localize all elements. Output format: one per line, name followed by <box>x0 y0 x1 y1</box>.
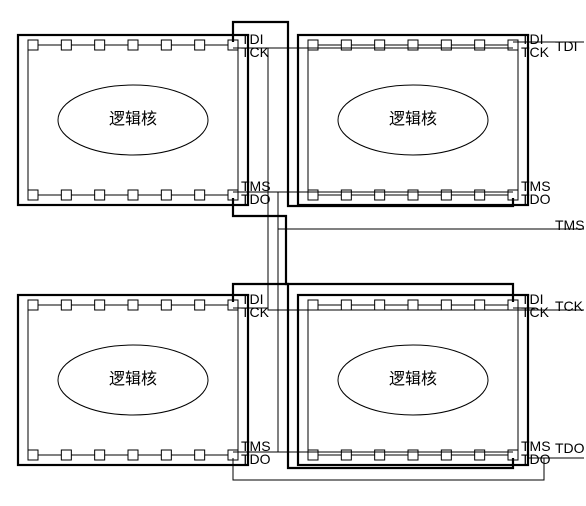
pad <box>441 300 451 310</box>
pad <box>195 300 205 310</box>
svg-text:TDO: TDO <box>521 191 551 207</box>
pad <box>28 300 38 310</box>
svg-text:TCK: TCK <box>241 304 270 320</box>
ext-label-tdi: TDI <box>555 38 578 54</box>
pad <box>408 300 418 310</box>
pad <box>308 300 318 310</box>
pad <box>61 190 71 200</box>
pad <box>61 40 71 50</box>
pad <box>128 450 138 460</box>
pad <box>161 300 171 310</box>
pad <box>95 300 105 310</box>
svg-text:TDO: TDO <box>241 191 271 207</box>
pad <box>375 300 385 310</box>
ext-label-tdo: TDO <box>555 440 585 456</box>
pad <box>95 190 105 200</box>
svg-text:逻辑核: 逻辑核 <box>109 110 157 128</box>
svg-text:TCK: TCK <box>521 44 550 60</box>
pad <box>128 40 138 50</box>
pad <box>28 450 38 460</box>
pad <box>61 300 71 310</box>
pad <box>195 190 205 200</box>
module-B: 逻辑核TDITCKTMSTDO <box>298 31 551 207</box>
svg-text:TCK: TCK <box>521 304 550 320</box>
svg-text:逻辑核: 逻辑核 <box>389 110 437 128</box>
ext-label-tck: TCK <box>555 298 584 314</box>
pad <box>195 40 205 50</box>
pad <box>61 450 71 460</box>
svg-text:TCK: TCK <box>241 44 270 60</box>
svg-text:TDO: TDO <box>241 451 271 467</box>
ext-label-tms: TMS <box>555 217 585 233</box>
pad <box>128 300 138 310</box>
pad <box>195 450 205 460</box>
svg-text:逻辑核: 逻辑核 <box>389 370 437 388</box>
pad <box>161 40 171 50</box>
svg-text:逻辑核: 逻辑核 <box>109 370 157 388</box>
pad <box>161 190 171 200</box>
module-C: 逻辑核TDITCKTMSTDO <box>18 291 271 467</box>
pad <box>95 40 105 50</box>
pad <box>475 300 485 310</box>
module-D: 逻辑核TDITCKTMSTDO <box>298 291 551 467</box>
pad <box>28 40 38 50</box>
svg-text:TDO: TDO <box>521 451 551 467</box>
pad <box>128 190 138 200</box>
pad <box>341 300 351 310</box>
pad <box>95 450 105 460</box>
module-A: 逻辑核TDITCKTMSTDO <box>18 31 271 207</box>
pad <box>28 190 38 200</box>
pad <box>161 450 171 460</box>
